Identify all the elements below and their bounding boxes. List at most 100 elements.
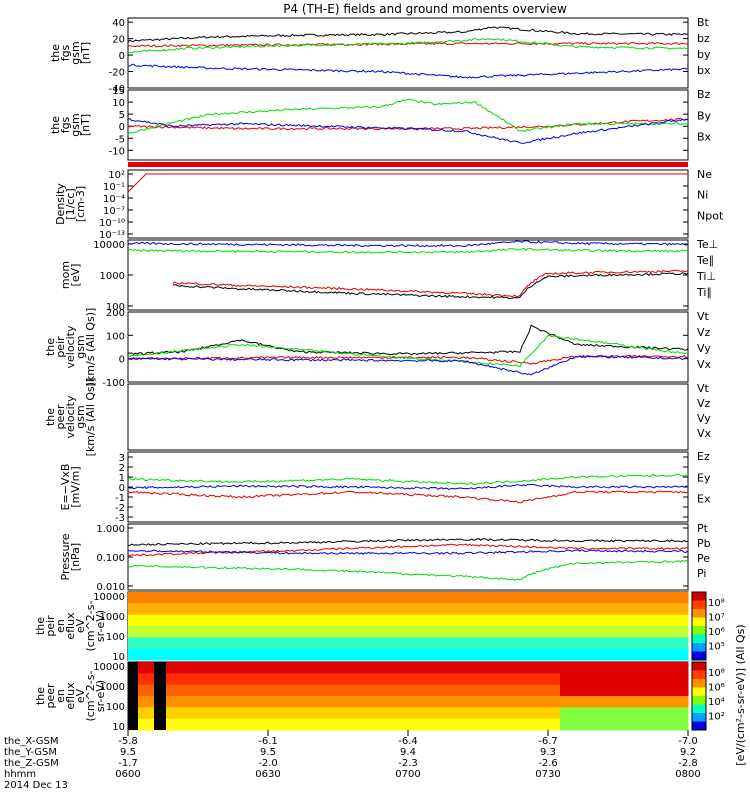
spectrogram-cell — [600, 648, 609, 661]
spectrogram-cell — [352, 662, 361, 674]
spectrogram-cell — [504, 662, 513, 674]
spectrogram-cell — [456, 603, 465, 616]
spectrogram-cell — [160, 637, 169, 650]
spectrogram-cell — [408, 626, 417, 638]
spectrogram-cell — [536, 707, 545, 720]
y-tick-label: 10⁻¹⁰ — [99, 218, 125, 229]
spectrogram-cell — [464, 637, 473, 650]
spectrogram-cell — [440, 707, 449, 720]
spectrogram-cell — [680, 673, 689, 686]
series-line — [127, 473, 689, 486]
spectrogram-cell — [256, 718, 265, 731]
x-tick-label: 0600 — [115, 769, 140, 780]
spectrogram-cell — [456, 684, 465, 697]
spectrogram-cell — [536, 626, 545, 638]
spectrogram-cell — [504, 696, 513, 708]
y-tick-label: 10⁻⁷ — [103, 206, 125, 217]
spectrogram-cell — [176, 626, 185, 638]
spectrogram-cell — [472, 684, 481, 697]
spectrogram-cell — [520, 662, 529, 674]
spectrogram-cell — [184, 603, 193, 616]
spectrogram-cell — [680, 614, 689, 627]
spectrogram-cell — [472, 614, 481, 627]
spectrogram-cell — [632, 718, 641, 731]
spectrogram-cell — [584, 592, 593, 604]
spectrogram-cell — [144, 718, 153, 731]
spectrogram-cell — [544, 673, 553, 686]
spectrogram-cell — [680, 718, 689, 731]
spectrogram-cell — [360, 592, 369, 604]
series-line — [127, 490, 689, 504]
spectrogram-cell — [544, 648, 553, 661]
spectrogram-cell — [368, 614, 377, 627]
spectrogram — [128, 662, 689, 731]
spectrogram-cell — [632, 707, 641, 720]
spectrogram-cell — [304, 637, 313, 650]
spectrogram-cell — [432, 718, 441, 731]
spectrogram-cell — [400, 707, 409, 720]
spectrogram-cell — [568, 696, 577, 708]
legend-entry: Vx — [697, 358, 712, 371]
spectrogram-cell — [560, 592, 569, 604]
spectrogram-cell — [496, 648, 505, 661]
spectrogram-cell — [456, 614, 465, 627]
spectrogram-cell — [552, 696, 561, 708]
y-axis-label: [eV] — [69, 264, 82, 287]
spectrogram-cell — [536, 718, 545, 731]
spectrogram-cell — [480, 673, 489, 686]
spectrogram-cell — [400, 648, 409, 661]
series-line — [127, 549, 689, 555]
spectrogram-cell — [464, 673, 473, 686]
spectrogram-cell — [304, 603, 313, 616]
spectrogram-cell — [272, 648, 281, 661]
spectrogram-cell — [584, 673, 593, 686]
spectrogram-cell — [336, 718, 345, 731]
density-band — [128, 162, 688, 167]
y-axis-label: (cm^2-s- — [84, 601, 97, 652]
spectrogram-cell — [304, 696, 313, 708]
spectrogram-cell — [136, 707, 145, 720]
spectrogram-cell — [424, 707, 433, 720]
series-line — [127, 26, 689, 43]
spectrogram-cell — [272, 707, 281, 720]
spectrogram-cell — [440, 614, 449, 627]
spectrogram-cell — [592, 614, 601, 627]
spectrogram-cell — [200, 637, 209, 650]
x-tick-label: -2.8 — [678, 758, 698, 769]
spectrogram-cell — [616, 707, 625, 720]
spectrogram-cell — [536, 684, 545, 697]
spectrogram-cell — [352, 603, 361, 616]
spectrogram-cell — [240, 662, 249, 674]
spectrogram-cell — [360, 718, 369, 731]
spectrogram-cell — [488, 684, 497, 697]
y-axis-label: Density — [54, 183, 67, 225]
spectrogram-cell — [240, 696, 249, 708]
spectrogram-cell — [496, 718, 505, 731]
spectrogram-cell — [208, 637, 217, 650]
spectrogram-cell — [496, 626, 505, 638]
spectrogram-cell — [272, 626, 281, 638]
spectrogram-cell — [440, 684, 449, 697]
spectrogram-cell — [592, 648, 601, 661]
spectrogram-cell — [280, 662, 289, 674]
spectrogram-cell — [344, 603, 353, 616]
spectrogram-cell — [152, 614, 161, 627]
spectrogram-cell — [384, 718, 393, 731]
spectrogram-cell — [312, 614, 321, 627]
spectrogram-cell — [320, 707, 329, 720]
spectrogram-cell — [592, 626, 601, 638]
spectrogram-cell — [136, 592, 145, 604]
spectrogram-cell — [184, 648, 193, 661]
spectrogram-cell — [264, 592, 273, 604]
spectrogram-cell — [448, 673, 457, 686]
spectrogram-cell — [304, 592, 313, 604]
x-tick-label: 9.5 — [260, 747, 276, 758]
spectrogram-cell — [352, 696, 361, 708]
spectrogram-cell — [584, 684, 593, 697]
spectrogram-cell — [408, 648, 417, 661]
spectrogram-cell — [328, 673, 337, 686]
spectrogram-cell — [152, 603, 161, 616]
